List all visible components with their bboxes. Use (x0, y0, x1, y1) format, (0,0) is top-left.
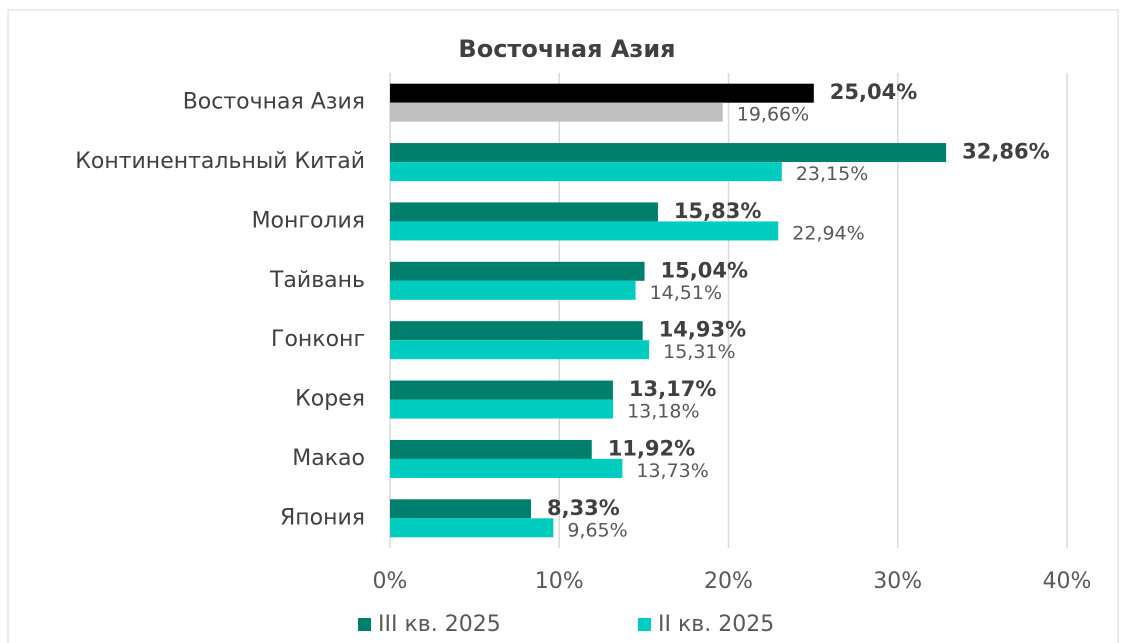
x-tick-label: 10% (535, 569, 584, 594)
y-tick-label: Корея (295, 387, 365, 412)
chart-title: Восточная Азия (458, 35, 675, 63)
value-label: 23,15% (796, 163, 868, 185)
bar (390, 83, 814, 103)
legend-swatch (358, 618, 371, 631)
y-tick-label: Монголия (252, 208, 365, 233)
bar (390, 280, 636, 300)
x-tick-label: 40% (1043, 569, 1092, 594)
y-tick-label: Гонконг (271, 327, 365, 352)
bar (390, 102, 723, 122)
y-tick-label: Континентальный Китай (75, 149, 365, 174)
value-label: 22,94% (792, 222, 864, 244)
bar (390, 399, 614, 419)
bar (390, 458, 623, 478)
x-tick-label: 30% (873, 569, 922, 594)
bar (390, 162, 782, 182)
legend-swatch (638, 618, 651, 631)
bar (390, 321, 643, 341)
bar (390, 143, 947, 163)
value-label: 15,31% (663, 341, 735, 363)
bar (390, 518, 554, 538)
value-label: 8,33% (547, 496, 620, 520)
y-tick-label: Япония (280, 505, 365, 530)
x-tick-label: 0% (373, 569, 408, 594)
legend-label: II кв. 2025 (658, 612, 774, 637)
value-label: 14,93% (659, 318, 746, 342)
y-tick-label: Восточная Азия (183, 90, 365, 115)
bar (390, 221, 779, 241)
value-label: 11,92% (608, 436, 695, 460)
value-label: 13,18% (627, 401, 699, 423)
bar (390, 439, 592, 459)
bar (390, 261, 645, 281)
value-label: 32,86% (962, 140, 1049, 164)
y-tick-label: Макао (292, 446, 365, 471)
value-label: 15,83% (674, 199, 761, 223)
value-label: 19,66% (737, 104, 809, 126)
legend-label: III кв. 2025 (378, 612, 501, 637)
bar (390, 340, 650, 360)
bar (390, 499, 531, 519)
value-label: 25,04% (830, 80, 917, 104)
value-label: 15,04% (661, 258, 748, 282)
value-label: 13,73% (636, 460, 708, 482)
bar (390, 380, 613, 400)
bar (390, 202, 658, 222)
value-label: 9,65% (567, 519, 627, 541)
y-tick-label: Тайвань (269, 268, 365, 293)
value-label: 14,51% (650, 282, 722, 304)
value-label: 13,17% (629, 377, 716, 401)
x-tick-label: 20% (704, 569, 753, 594)
